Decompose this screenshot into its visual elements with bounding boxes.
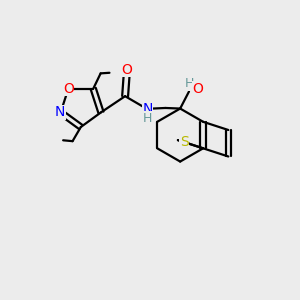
Text: H: H [143, 112, 152, 125]
Text: N: N [55, 105, 65, 119]
Text: N: N [142, 102, 153, 116]
Text: O: O [121, 63, 132, 77]
Text: H: H [185, 77, 195, 90]
Text: O: O [192, 82, 203, 96]
Text: S: S [180, 135, 189, 148]
Text: O: O [63, 82, 74, 96]
